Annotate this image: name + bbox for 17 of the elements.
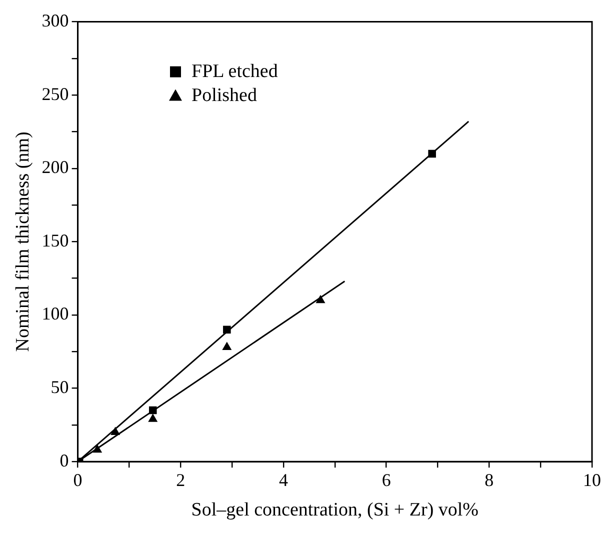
x-tick-label: 4 bbox=[278, 470, 288, 490]
legend-label: Polished bbox=[192, 84, 258, 106]
x-axis-title: Sol–gel concentration, (Si + Zr) vol% bbox=[191, 500, 479, 521]
y-tick-label: 250 bbox=[42, 84, 69, 104]
x-tick-label: 6 bbox=[382, 470, 391, 490]
y-tick-label: 100 bbox=[42, 304, 69, 324]
y-tick-label: 50 bbox=[50, 377, 69, 398]
x-tick-label: 0 bbox=[73, 470, 82, 490]
y-tick-label: 0 bbox=[60, 450, 69, 470]
x-tick-label: 8 bbox=[484, 470, 494, 490]
y-tick-label: 200 bbox=[42, 157, 69, 178]
x-tick-label: 10 bbox=[583, 470, 601, 490]
y-axis-title: Nominal film thickness (nm) bbox=[12, 132, 34, 352]
y-tick-label: 300 bbox=[42, 10, 69, 31]
x-tick-label: 2 bbox=[176, 470, 186, 490]
legend-label: FPL etched bbox=[192, 60, 278, 82]
y-tick-label: 150 bbox=[42, 230, 69, 250]
